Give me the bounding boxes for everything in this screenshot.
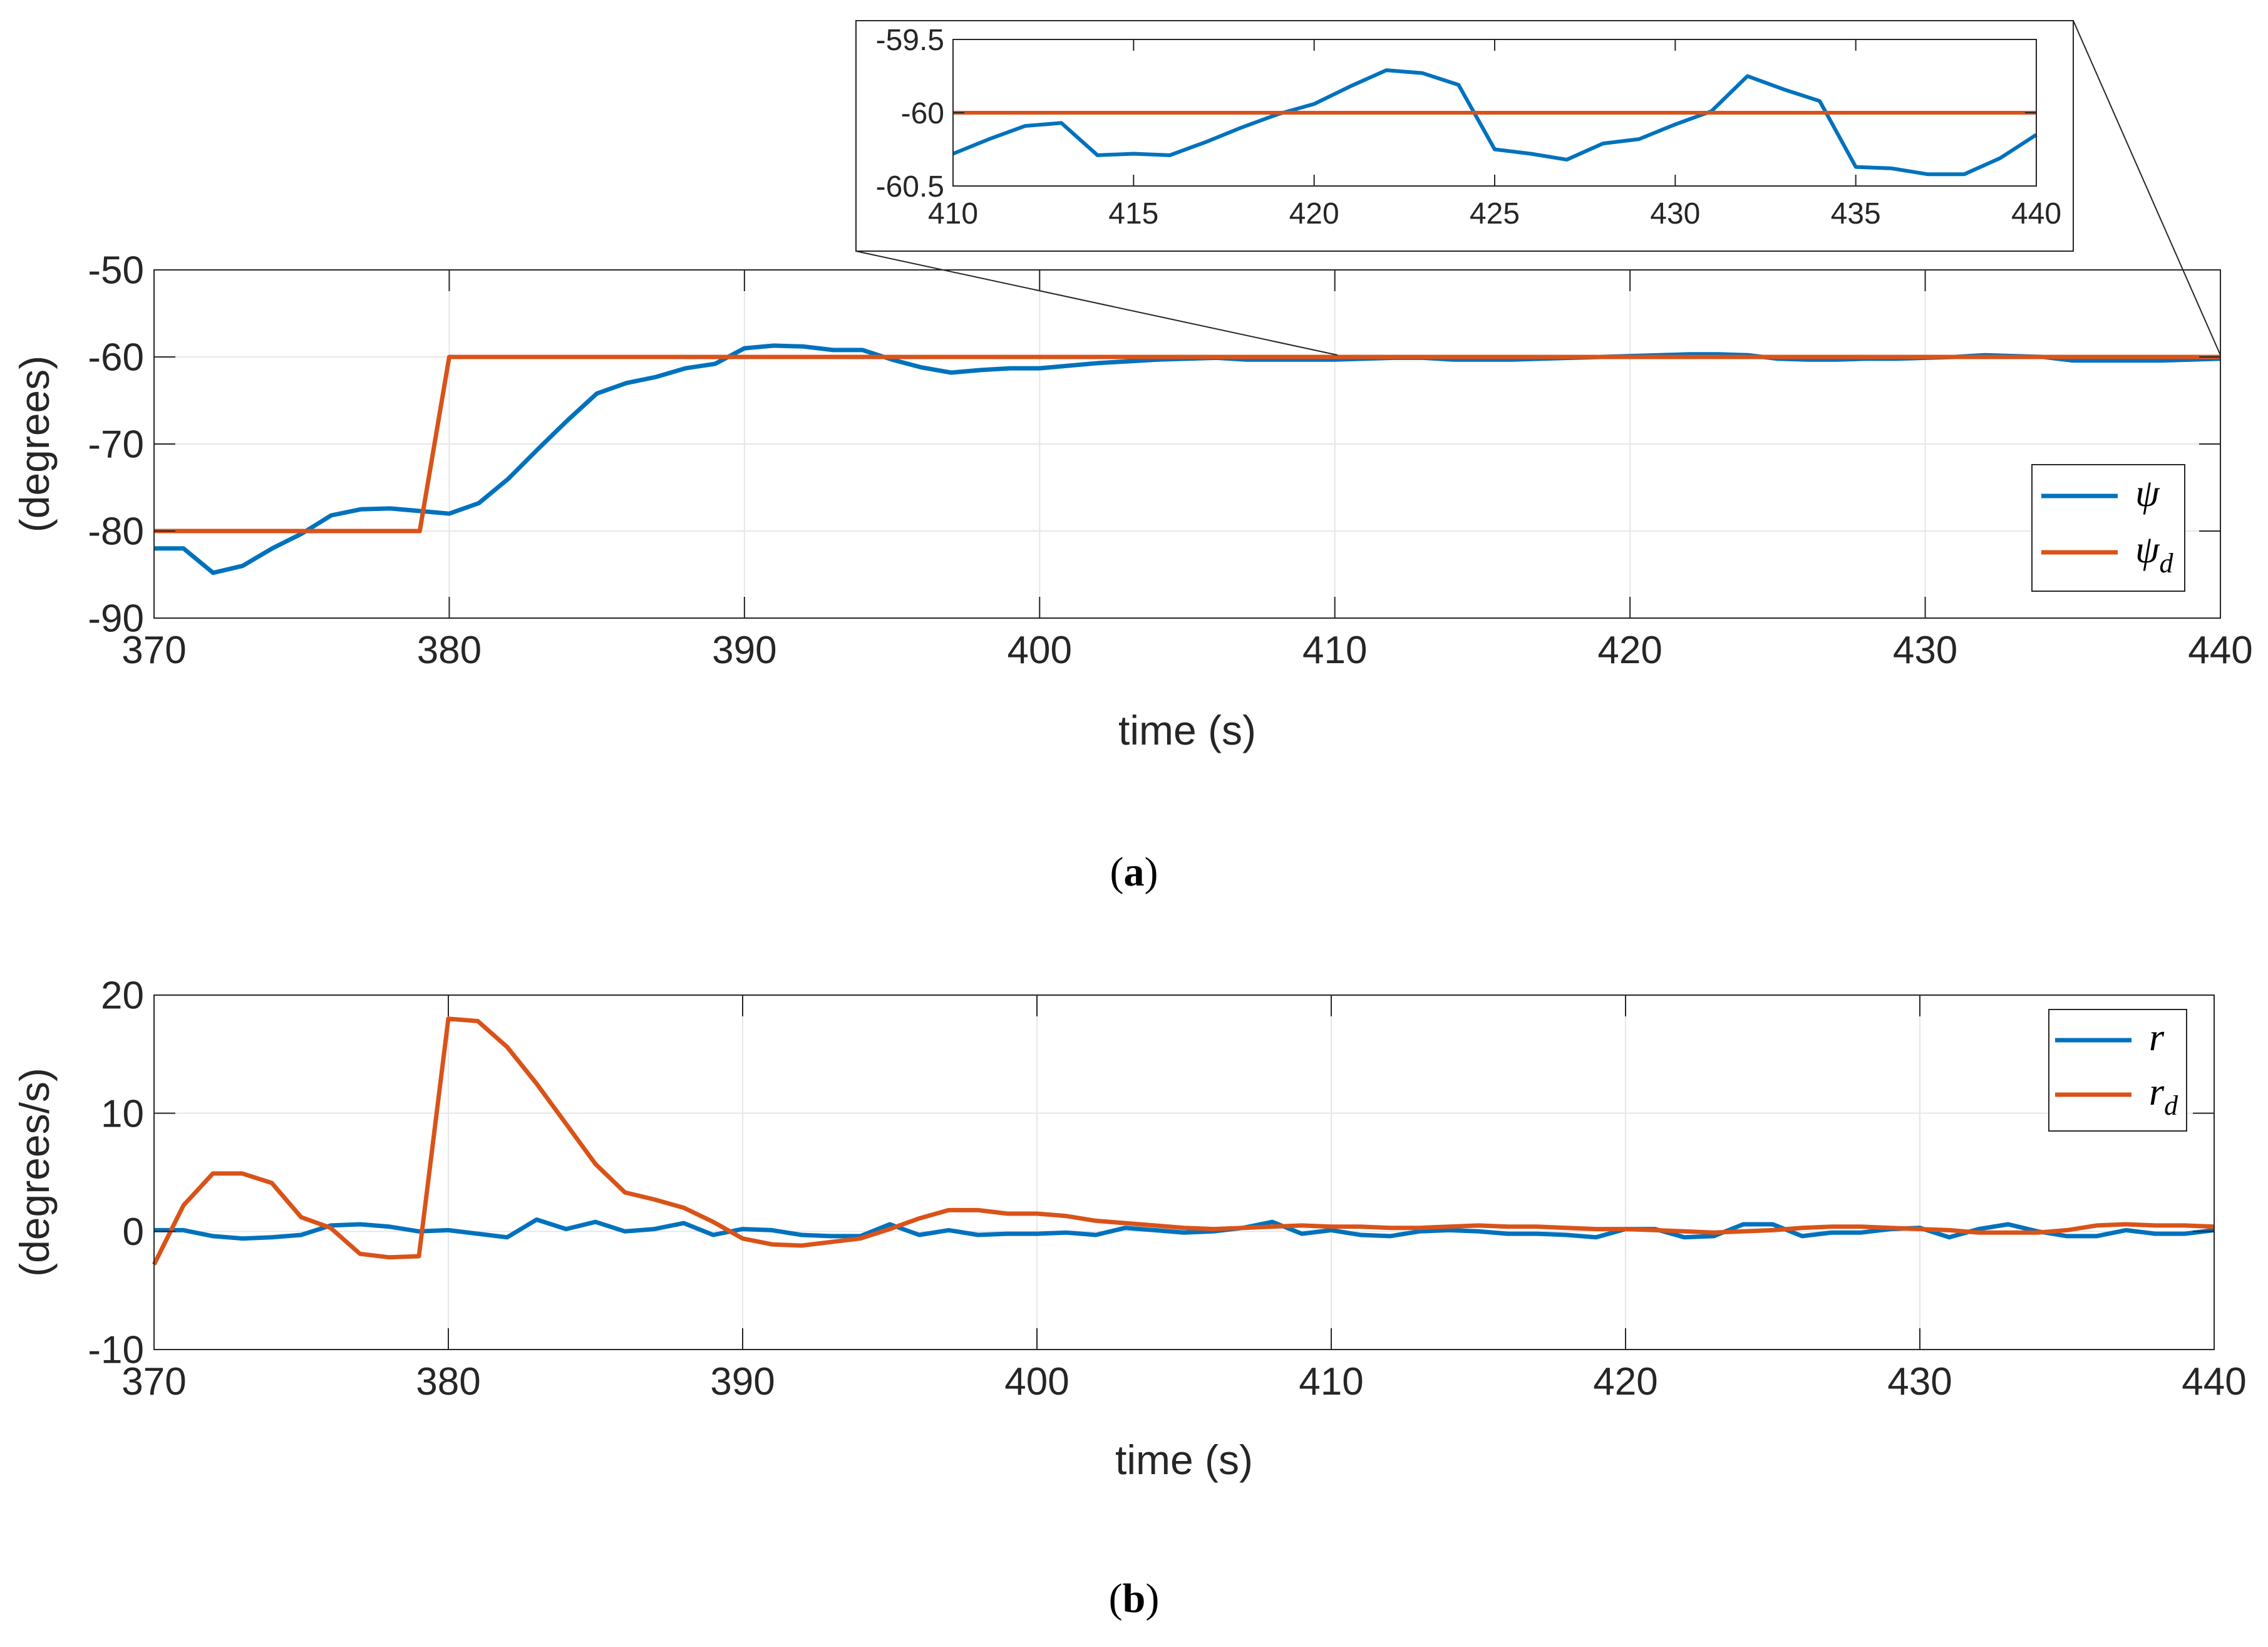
zoom-connector-right xyxy=(2073,20,2221,356)
x-tick-label-a: 370 xyxy=(121,629,186,672)
x-axis-label-a: time (s) xyxy=(1118,707,1256,753)
y-tick-label-a: -70 xyxy=(88,423,144,467)
x-tick-label-inset: 410 xyxy=(928,197,978,230)
y-tick-labels-inset: -60.5 -60 -59.5 xyxy=(876,24,944,204)
plot-frame-b xyxy=(153,994,2215,1350)
x-tick-label-a: 400 xyxy=(1008,629,1072,672)
x-tick-label-inset: 430 xyxy=(1650,197,1700,230)
x-tick-labels-a: 370 380 390 400 410 420 430 440 xyxy=(121,629,2252,672)
caption-b: (b) xyxy=(1109,1576,1160,1621)
ticks-b xyxy=(153,994,2215,1350)
x-tick-label-a: 380 xyxy=(417,629,482,672)
x-tick-label-inset: 425 xyxy=(1470,197,1520,230)
chart-panel-a: 370 380 390 400 410 420 430 440 -90 -80 -70 -60 -50… xyxy=(11,249,2253,753)
y-tick-label-a: -80 xyxy=(88,510,144,554)
x-tick-label-a: 430 xyxy=(1893,629,1957,672)
series-line-inset-ψ xyxy=(952,68,2038,177)
x-tick-labels-inset: 410 415 420 425 430 435 440 xyxy=(928,197,2061,230)
x-tick-label-inset: 420 xyxy=(1289,197,1339,230)
series-group-inset xyxy=(952,68,2038,177)
x-tick-label-b: 420 xyxy=(1593,1360,1657,1403)
legend-label-r: r xyxy=(2149,1016,2165,1059)
series-line-b-r-d xyxy=(152,1016,2215,1266)
chart-panel-b: 370 380 390 400 410 420 430 440 -10 0 10 20 time (… xyxy=(11,974,2247,1483)
x-tick-label-b: 390 xyxy=(710,1360,775,1403)
plot-area-b xyxy=(154,995,2214,1350)
x-tick-label-b: 440 xyxy=(2182,1360,2246,1403)
x-tick-label-b: 370 xyxy=(121,1360,186,1403)
legend-label-psi-d: ψd xyxy=(2135,529,2174,579)
caption-a: (a) xyxy=(1110,849,1158,895)
y-tick-label-a: -60 xyxy=(88,336,144,379)
series-line-b-r xyxy=(154,1217,2215,1241)
chart-panel-inset: 410 415 420 425 430 435 440 -60.5 -60 -59.5 xyxy=(855,20,2221,356)
y-tick-label-inset: -60.5 xyxy=(876,170,944,204)
legend-a: ψ ψd xyxy=(2031,464,2185,592)
x-tick-label-inset: 440 xyxy=(2011,197,2061,230)
y-tick-label-inset: -60 xyxy=(901,97,944,130)
x-tick-labels-b: 370 380 390 400 410 420 430 440 xyxy=(121,1360,2246,1403)
legend-b: r rd xyxy=(2048,1009,2187,1132)
legend-label-psi: ψ xyxy=(2135,472,2160,515)
x-tick-label-b: 410 xyxy=(1299,1360,1363,1403)
x-tick-label-a: 420 xyxy=(1597,629,1662,672)
x-axis-label-b: time (s) xyxy=(1115,1437,1253,1483)
zoom-connector-left xyxy=(855,250,1338,356)
series-line-a-ψ-d xyxy=(154,354,2220,534)
y-tick-label-inset: -59.5 xyxy=(876,24,944,57)
y-tick-label-a: -50 xyxy=(88,249,144,292)
series-group-a xyxy=(154,343,2221,576)
legend-label-r-d: rd xyxy=(2149,1071,2178,1121)
y-tick-label-a: -90 xyxy=(88,597,144,641)
y-tick-label-b: 20 xyxy=(101,974,144,1018)
y-axis-label-b: (degrees/s) xyxy=(11,1068,58,1277)
ticks-a xyxy=(153,269,2221,619)
y-tick-label-b: 0 xyxy=(123,1211,144,1254)
y-tick-label-b: 10 xyxy=(101,1092,144,1135)
x-tick-label-b: 400 xyxy=(1004,1360,1069,1403)
legend-box-a xyxy=(2031,464,2185,592)
x-tick-label-inset: 415 xyxy=(1108,197,1158,230)
ticks-inset xyxy=(952,39,2037,187)
x-tick-label-b: 430 xyxy=(1887,1360,1952,1403)
x-tick-label-inset: 435 xyxy=(1831,197,1881,230)
x-tick-label-b: 380 xyxy=(416,1360,480,1403)
x-tick-label-a: 440 xyxy=(2188,629,2252,672)
y-tick-labels-a: -90 -80 -70 -60 -50 xyxy=(88,249,144,641)
series-group-b xyxy=(152,1016,2215,1266)
x-tick-label-a: 410 xyxy=(1302,629,1367,672)
x-tick-label-a: 390 xyxy=(712,629,776,672)
y-axis-label-a: (degrees) xyxy=(11,356,58,532)
y-tick-labels-b: -10 0 10 20 xyxy=(88,974,144,1372)
y-tick-label-b: -10 xyxy=(88,1329,144,1372)
legend-box-b xyxy=(2048,1009,2187,1132)
